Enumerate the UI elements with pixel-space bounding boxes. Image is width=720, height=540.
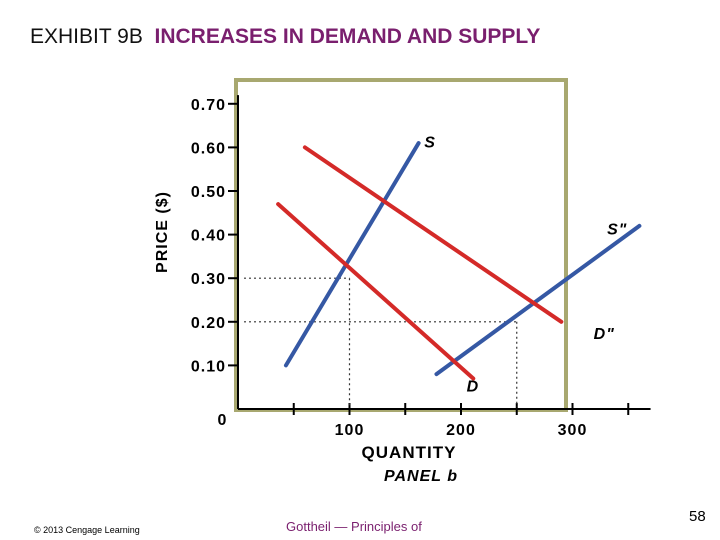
exhibit-title: INCREASES IN DEMAND AND SUPPLY <box>154 25 541 48</box>
slide-title: EXHIBIT 9B INCREASES IN DEMAND AND SUPPL… <box>30 24 540 50</box>
curve-label: S <box>424 134 436 151</box>
exhibit-label: EXHIBIT 9B <box>30 25 143 48</box>
demand-curve-d <box>276 202 476 381</box>
y-tick-label: 0.70 <box>191 97 226 114</box>
x-tick-label: 300 <box>558 422 588 439</box>
x-tick-label: 100 <box>335 422 365 439</box>
y-tick-label: 0.10 <box>191 358 226 375</box>
y-tick-label: 0.50 <box>191 184 226 201</box>
x-tick-label: 200 <box>446 422 476 439</box>
y-tick-label: 0.30 <box>191 271 226 288</box>
origin-label: 0 <box>218 412 227 429</box>
y-axis-title: PRICE ($) <box>154 191 171 273</box>
curve-label: D <box>467 379 480 396</box>
plot-frame <box>234 78 568 412</box>
copyright-note: © 2013 Cengage Learning <box>34 525 140 535</box>
curve-label: D" <box>594 326 615 343</box>
y-tick-label: 0.40 <box>191 228 226 245</box>
demand-curve-d-prime <box>302 145 564 324</box>
supply-curve-s-prime <box>434 223 642 377</box>
curve-label: S" <box>607 222 627 239</box>
panel-label: PANEL b <box>384 468 458 485</box>
x-axis-title: QUANTITY <box>362 443 457 462</box>
page-number: 58 <box>689 508 706 525</box>
y-tick-label: 0.20 <box>191 315 226 332</box>
supply-curve-s <box>283 141 421 368</box>
source-credit: Gottheil — Principles of <box>286 519 422 534</box>
y-tick-label: 0.60 <box>191 140 226 157</box>
